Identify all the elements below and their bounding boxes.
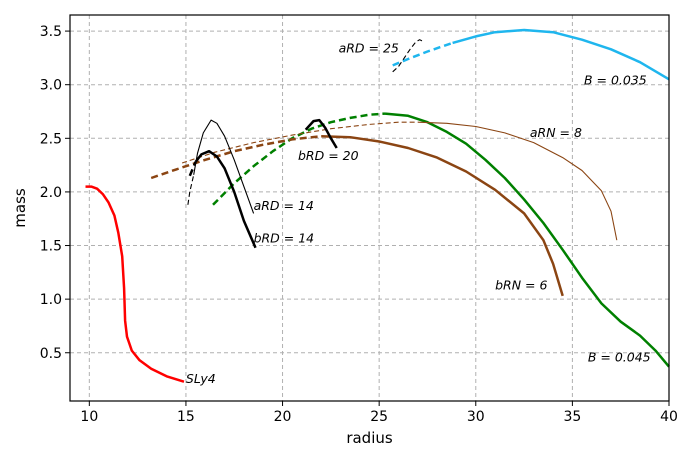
series-line-stable (452, 28, 670, 81)
series-labels: SLy4 B = 0.035 B = 0.045 bRN = 6 aRN = 8 aRD … (186, 41, 651, 386)
series-layer (85, 28, 670, 383)
series-line-unstable (188, 161, 197, 177)
series-line-stable (384, 112, 670, 368)
x-axis-title: radius (346, 429, 393, 447)
label-ard-25: aRD = 25 (339, 41, 399, 56)
series-line-unstable (392, 41, 454, 67)
series-ard-25 (392, 39, 424, 73)
y-axis-title: mass (11, 188, 29, 228)
series-brd-20 (304, 118, 338, 149)
series-line-stable (194, 149, 257, 249)
x-tick-label: 40 (660, 409, 678, 425)
series-line-stable (193, 119, 255, 214)
series-brn-6 (150, 134, 564, 297)
x-tick-label: 35 (563, 409, 581, 425)
series-line-unstable (392, 39, 424, 73)
series-line (85, 185, 185, 383)
label-ard-14: aRD = 14 (254, 198, 314, 213)
label-b-0-035: B = 0.035 (584, 73, 647, 88)
label-arn-8: aRN = 8 (530, 125, 582, 140)
label-brd-14: bRD = 14 (254, 230, 315, 245)
y-tick-label: 3.0 (40, 78, 62, 94)
grid (70, 15, 670, 401)
y-tick-label: 2.0 (40, 185, 62, 201)
series-line-unstable (181, 121, 418, 164)
series-line (304, 118, 338, 149)
x-tick-label: 25 (370, 409, 388, 425)
label-b-0-045: B = 0.045 (588, 349, 651, 364)
series-line-stable (321, 134, 564, 297)
y-tick-label: 0.5 (40, 346, 62, 362)
x-tick-label: 15 (177, 409, 195, 425)
x-tick-label: 10 (80, 409, 98, 425)
series-sly4 (85, 185, 185, 383)
y-tick-label: 2.5 (40, 131, 62, 147)
series-brd-14 (188, 149, 257, 249)
series-arn-8 (181, 121, 618, 241)
series-line-unstable (150, 134, 322, 180)
y-tick-label: 1.0 (40, 292, 62, 308)
series-line-unstable (187, 174, 195, 205)
label-brn-6: bRN = 6 (495, 277, 547, 292)
series-ard-14 (187, 119, 255, 214)
x-tick-label: 30 (467, 409, 485, 425)
y-tick-label: 3.5 (40, 24, 62, 40)
series-line-stable (417, 121, 618, 241)
label-brd-20: bRD = 20 (298, 148, 359, 163)
ticks: 10 15 20 25 30 35 40 0.5 1.0 1.5 2.0 2.5 3.0 3.5 (40, 24, 678, 425)
x-tick-label: 20 (274, 409, 292, 425)
plot-frame (69, 14, 670, 402)
label-sly4: SLy4 (186, 371, 216, 386)
series-b-0-035 (392, 28, 670, 81)
y-tick-label: 1.5 (40, 239, 62, 255)
